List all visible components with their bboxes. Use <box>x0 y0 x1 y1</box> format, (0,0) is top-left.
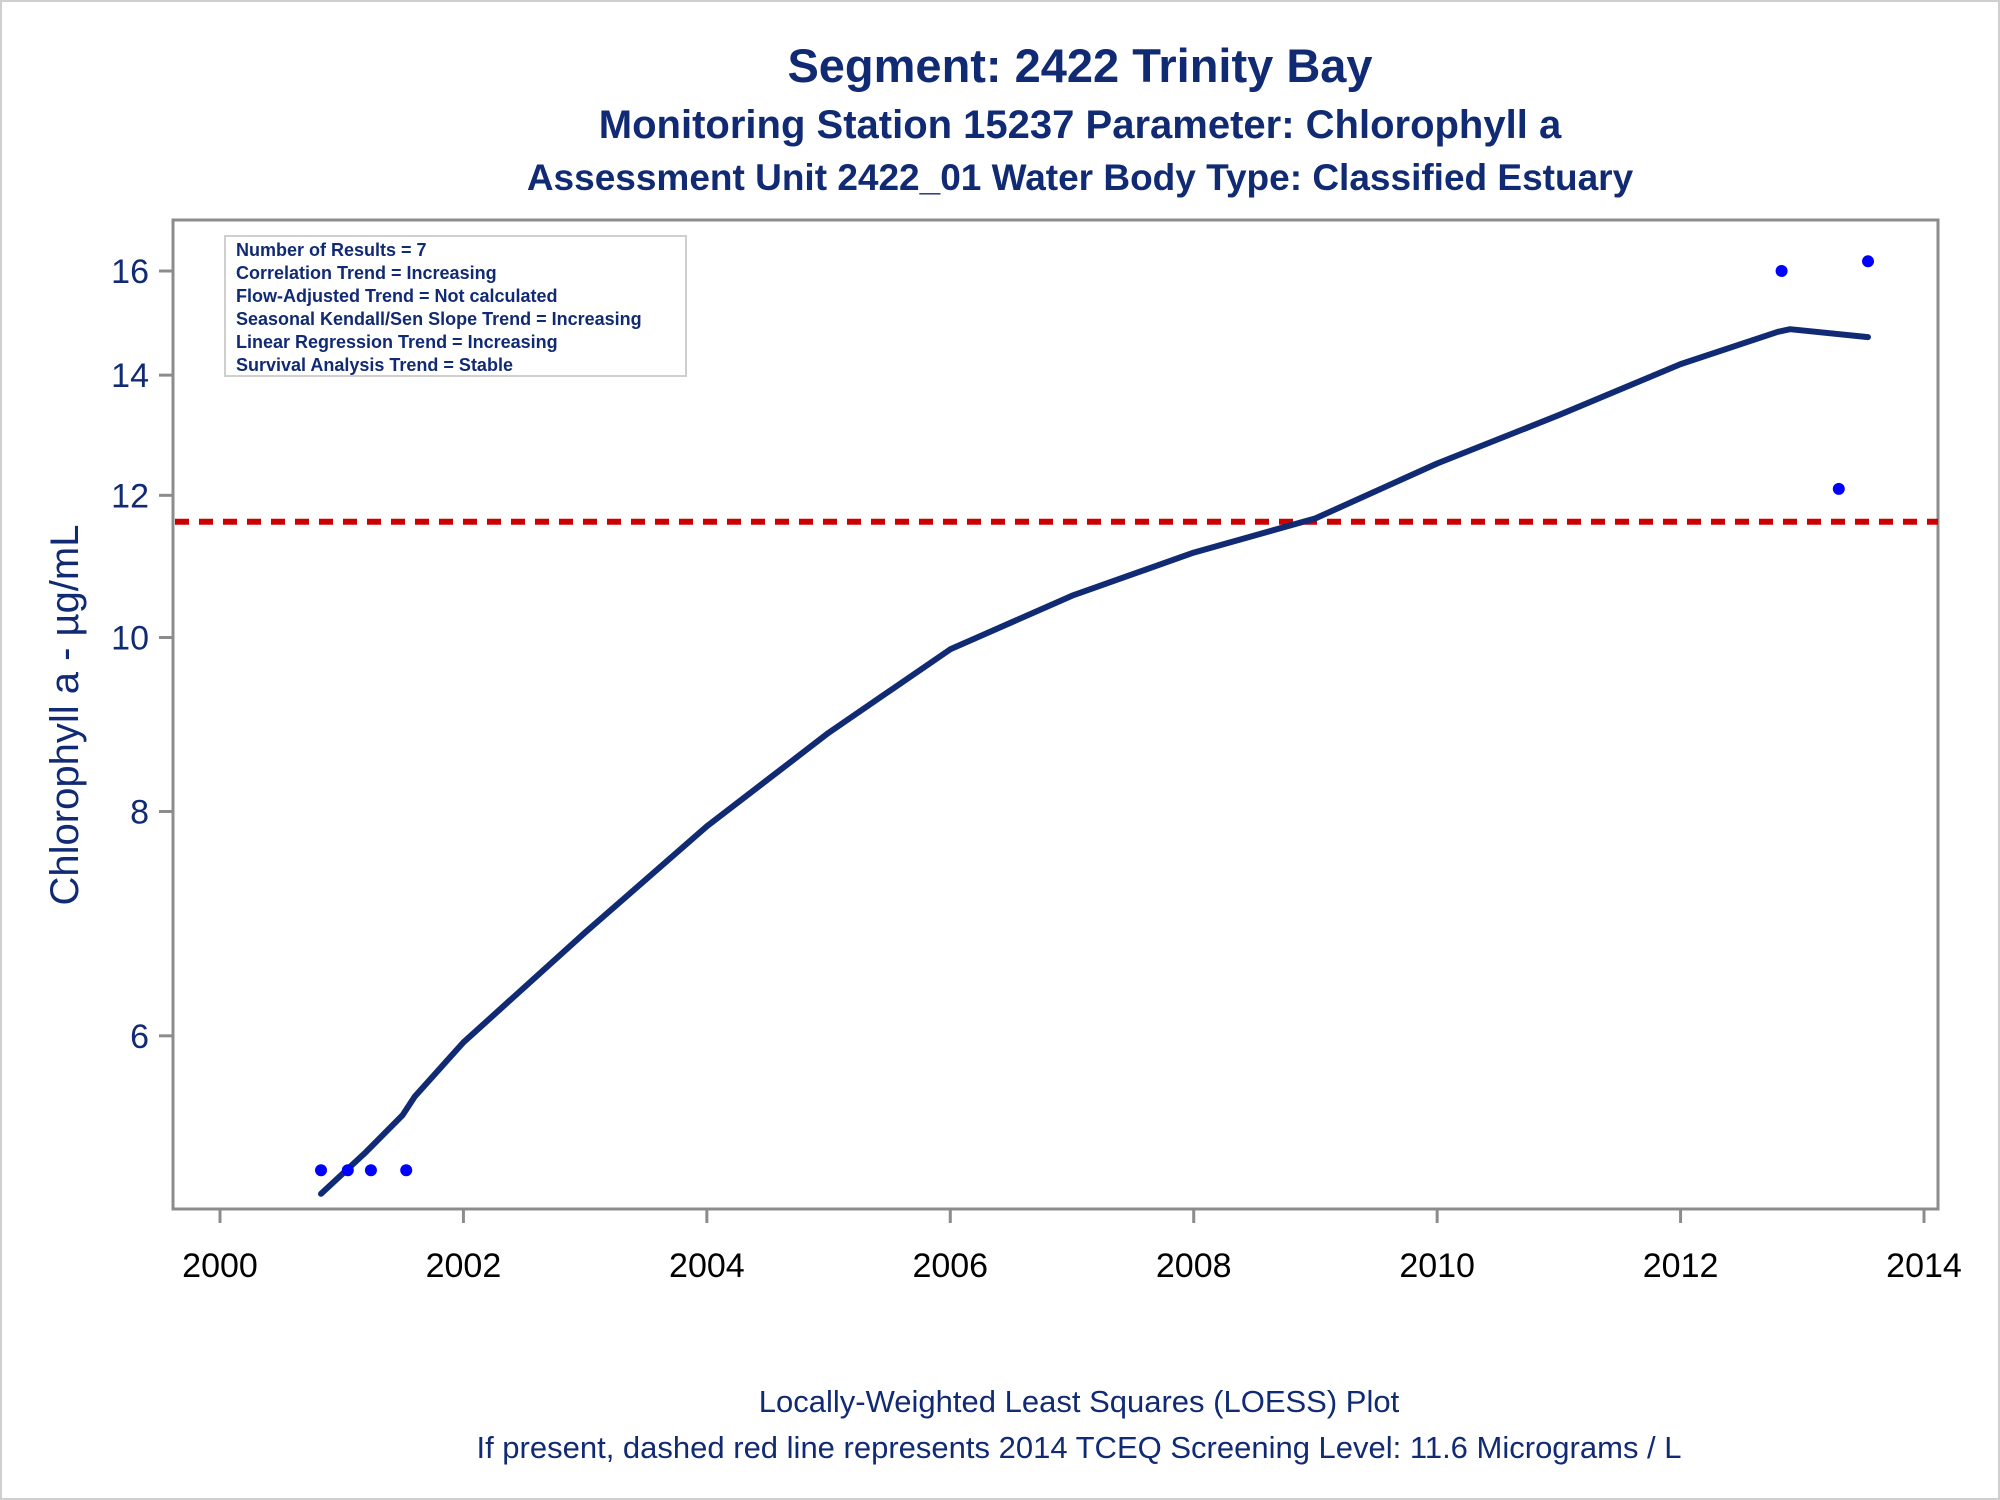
trend-inset-box <box>224 235 687 377</box>
inset-line: Linear Regression Trend = Increasing <box>236 332 558 352</box>
loess-curve <box>318 326 1871 1197</box>
trend-inset: Number of Results = 7 Correlation Trend … <box>224 235 687 377</box>
data-point <box>364 1164 377 1177</box>
chart-title: Segment: 2422 Trinity Bay <box>787 39 1372 92</box>
chart-subtitle-2: Assessment Unit 2422_01 Water Body Type:… <box>527 157 1634 198</box>
inset-line: Flow-Adjusted Trend = Not calculated <box>236 286 558 306</box>
plot-area <box>171 218 1940 1211</box>
data-point <box>1775 264 1788 277</box>
x-tick-label: 2006 <box>912 1247 988 1285</box>
data-point <box>1862 255 1875 268</box>
y-axis: 6 8 10 12 14 16 <box>111 253 173 1056</box>
inset-line: Number of Results = 7 <box>236 240 427 260</box>
inset-line: Correlation Trend = Increasing <box>236 263 497 283</box>
x-tick-label: 2010 <box>1399 1247 1475 1285</box>
x-tick-label: 2004 <box>669 1247 745 1285</box>
chart-subtitle: Monitoring Station 15237 Parameter: Chlo… <box>599 103 1562 147</box>
data-point <box>400 1164 413 1177</box>
y-tick-label: 8 <box>130 793 149 831</box>
data-point <box>1832 482 1845 495</box>
x-tick-label: 2012 <box>1643 1247 1719 1285</box>
y-tick-label: 16 <box>111 253 149 291</box>
y-tick-label: 6 <box>130 1018 149 1056</box>
x-tick-label: 2000 <box>182 1247 258 1285</box>
footnote-2: If present, dashed red line represents 2… <box>476 1430 1681 1465</box>
inset-line: Survival Analysis Trend = Stable <box>236 355 513 375</box>
data-point <box>341 1164 354 1177</box>
data-points <box>315 255 1875 1177</box>
inset-line: Seasonal Kendall/Sen Slope Trend = Incre… <box>236 309 642 329</box>
y-tick-label: 14 <box>111 357 149 395</box>
x-tick-label: 2014 <box>1886 1247 1962 1285</box>
x-axis: 2000 2002 2004 2006 2008 2010 2012 2014 <box>182 1209 1962 1285</box>
y-axis-label: Chlorophyll a - µg/mL <box>43 525 87 906</box>
footnote-1: Locally-Weighted Least Squares (LOESS) P… <box>759 1384 1400 1419</box>
x-tick-label: 2008 <box>1156 1247 1232 1285</box>
x-tick-label: 2002 <box>426 1247 502 1285</box>
y-tick-label: 12 <box>111 477 149 515</box>
y-tick-label: 10 <box>111 619 149 657</box>
data-point <box>315 1164 328 1177</box>
